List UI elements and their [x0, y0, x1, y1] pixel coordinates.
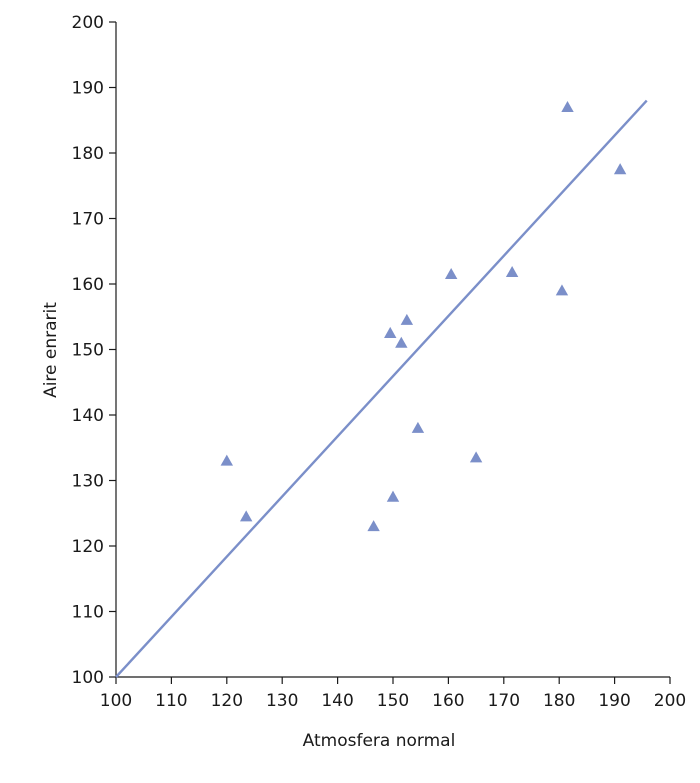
data-point — [386, 490, 400, 502]
y-tick-label: 170 — [72, 210, 104, 230]
y-tick-label: 130 — [72, 472, 104, 492]
y-tick-label: 140 — [72, 406, 104, 426]
x-tick-label: 120 — [211, 691, 243, 711]
data-point — [613, 163, 627, 175]
fit-line — [115, 99, 648, 678]
x-tick-label: 170 — [488, 691, 520, 711]
y-tick-label: 160 — [72, 275, 104, 295]
y-tick-label: 200 — [72, 13, 104, 33]
y-tick-label: 150 — [72, 341, 104, 361]
data-point — [239, 510, 253, 522]
x-tick-label: 100 — [100, 691, 132, 711]
x-tick-label: 140 — [321, 691, 353, 711]
y-tick-label: 120 — [72, 537, 104, 557]
y-tick-label: 100 — [72, 668, 104, 688]
data-point — [220, 454, 233, 466]
y-tick-label: 180 — [72, 144, 104, 164]
x-tick-label: 180 — [543, 691, 575, 711]
x-tick-label: 150 — [377, 691, 409, 711]
x-tick-label: 200 — [654, 691, 686, 711]
data-point — [395, 336, 408, 348]
y-tick-label: 110 — [72, 603, 104, 623]
x-ticks: 100 110 120 130 140 150 160 170 180 190 200 — [100, 677, 686, 711]
y-tick-label: 190 — [72, 79, 104, 99]
x-tick-label: 160 — [432, 691, 464, 711]
data-point — [561, 100, 574, 112]
data-point — [384, 326, 397, 338]
data-point — [411, 421, 425, 433]
x-tick-label: 130 — [266, 691, 298, 711]
data-point — [367, 520, 380, 532]
y-axis-label: Aire enrarit — [41, 302, 61, 398]
data-point — [400, 313, 414, 325]
x-tick-label: 190 — [598, 691, 630, 711]
data-point — [555, 284, 569, 296]
x-tick-label: 110 — [155, 691, 187, 711]
y-ticks: 100 110 120 130 140 150 160 170 180 190 200 — [72, 13, 116, 688]
data-point — [444, 267, 458, 280]
data-points — [220, 100, 627, 532]
data-point — [469, 451, 483, 463]
data-point — [505, 266, 519, 278]
x-axis-label: Atmosfera normal — [303, 731, 456, 751]
